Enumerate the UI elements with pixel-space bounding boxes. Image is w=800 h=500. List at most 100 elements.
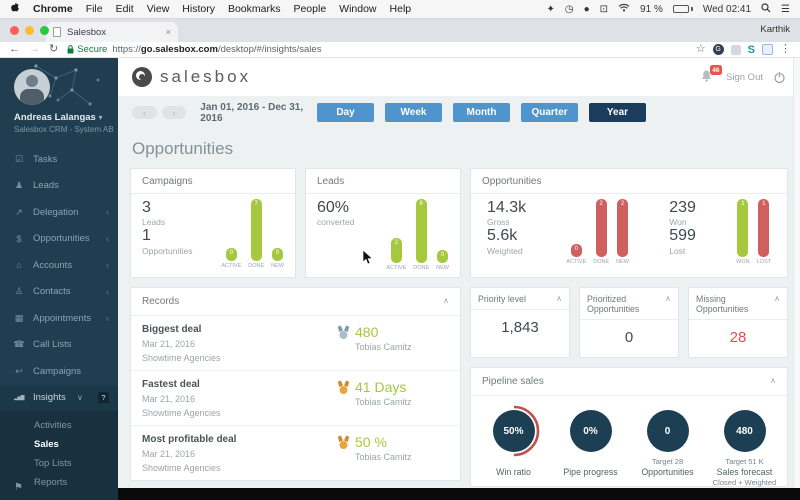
sidebar-subitem-activities[interactable]: Activities	[34, 420, 72, 431]
power-icon[interactable]	[773, 71, 786, 84]
sidebar-item-opportunities[interactable]: $ Opportunities ‹	[0, 226, 118, 253]
leads-converted-label: converted	[317, 217, 355, 228]
bar-new: 0	[437, 250, 449, 263]
bar-new: 2	[617, 199, 629, 257]
menubar-item-help[interactable]: Help	[389, 3, 412, 15]
sidebar-item-call-lists[interactable]: ☎ Call Lists	[13, 339, 72, 351]
browser-tab-salesbox[interactable]: Salesbox ×	[46, 22, 178, 42]
record-row-biggest-deal[interactable]: Biggest deal Mar 21, 2016 Showtime Agenc…	[131, 316, 460, 371]
back-button[interactable]: ←	[9, 43, 20, 55]
opportunities-gross-stats: 14.3k Gross 5.6k Weighted	[487, 199, 526, 265]
apple-menu-icon[interactable]	[10, 2, 20, 16]
period-button-quarter[interactable]: Quarter	[521, 103, 578, 122]
sales-forecast-gauge: 480 Target 51 K Sales forecast Closed + …	[706, 405, 783, 488]
status-dot-icon[interactable]: ●	[583, 3, 590, 15]
menubar-item-edit[interactable]: Edit	[115, 3, 134, 15]
menubar-item-window[interactable]: Window	[339, 3, 377, 15]
user-avatar[interactable]	[14, 69, 50, 105]
collapse-icon[interactable]: ∧	[774, 294, 780, 303]
chrome-menu-icon[interactable]: ⋮	[780, 43, 791, 55]
extension-icon[interactable]	[730, 44, 741, 55]
prioritized-opportunities-card: Prioritized Opportunities ∧ 0	[579, 287, 679, 358]
scrollbar-track[interactable]	[793, 58, 800, 488]
secure-badge[interactable]: Secure	[67, 44, 107, 55]
window-minimize-button[interactable]	[25, 26, 34, 35]
bar-active: 2	[390, 238, 402, 263]
campaigns-opps-label: Opportunities	[142, 245, 193, 256]
record-row-most-profitable-deal[interactable]: Most profitable deal Mar 21, 2016 Showti…	[142, 434, 412, 473]
missing-opportunities-card: Missing Opportunities ∧ 28	[688, 287, 788, 358]
menubar-item-people[interactable]: People	[293, 3, 327, 15]
menubar-item-file[interactable]: File	[85, 3, 103, 15]
notification-center-icon[interactable]: ☰	[781, 3, 790, 15]
screenshot-extension-icon[interactable]	[762, 44, 773, 55]
period-button-year[interactable]: Year	[589, 103, 646, 122]
salesbox-logo[interactable]: salesbox	[132, 67, 251, 87]
opportunities-card-title: Opportunities	[482, 176, 542, 187]
ghostery-extension-icon[interactable]: G	[712, 44, 724, 55]
records-card: Records ∧ Biggest deal Mar 21, 2016 Show…	[130, 287, 461, 481]
record-row-fastest-deal[interactable]: Fastest deal Mar 21, 2016 Showtime Agenc…	[131, 371, 460, 426]
period-button-day[interactable]: Day	[317, 103, 374, 122]
sign-out-button[interactable]: Sign Out	[726, 71, 763, 83]
menubar-item-chrome[interactable]: Chrome	[33, 3, 73, 15]
forward-button[interactable]: →	[29, 43, 40, 55]
date-prev-button[interactable]: ‹	[132, 106, 157, 119]
time-machine-icon[interactable]: ◷	[564, 3, 574, 15]
campaigns-card-title: Campaigns	[142, 176, 193, 187]
sidebar-item-campaigns[interactable]: ↩ Campaigns	[0, 358, 118, 385]
sidebar-item-appointments[interactable]: ▦ Appointments ‹	[14, 312, 109, 324]
spotlight-search-icon[interactable]	[761, 2, 771, 16]
period-button-week[interactable]: Week	[385, 103, 442, 122]
sidebar-settings-icon[interactable]: ⚑	[14, 482, 23, 493]
tab-close-icon[interactable]: ×	[165, 27, 171, 37]
user-organization: Salesbox CRM - System AB	[14, 125, 114, 134]
sidebar-item-tasks[interactable]: ☑ Tasks	[14, 153, 58, 165]
address-bar[interactable]: Secure https://go.salesbox.com/desktop/#…	[67, 44, 687, 55]
bar-done: 8	[415, 199, 427, 263]
lost-label: Lost	[669, 245, 686, 256]
sidebar-item-leads[interactable]: ♟ Leads	[14, 180, 59, 192]
leads-card-title: Leads	[317, 176, 345, 187]
battery-icon[interactable]	[672, 5, 693, 13]
menubar-item-bookmarks[interactable]: Bookmarks	[227, 3, 281, 15]
lock-icon	[67, 45, 74, 54]
sidebar-item-delegation[interactable]: ↗ Delegation ‹	[0, 199, 118, 226]
window-close-button[interactable]	[10, 26, 19, 35]
help-badge[interactable]: ?	[97, 392, 109, 404]
airplay-icon[interactable]: ⊡	[599, 3, 609, 15]
opportunities-icon: $	[16, 233, 22, 244]
dropbox-icon[interactable]: ✦	[546, 3, 555, 15]
window-zoom-button[interactable]	[40, 26, 49, 35]
reload-button[interactable]: ↻	[49, 43, 59, 55]
menubar-clock[interactable]: Wed 02:41	[702, 3, 752, 15]
menubar-item-view[interactable]: View	[146, 3, 170, 15]
sidebar-subitem-top-lists[interactable]: Top Lists	[34, 458, 72, 469]
sidebar-subitem-reports[interactable]: Reports	[34, 477, 68, 488]
chevron-left-icon: ‹	[106, 260, 109, 271]
chrome-profile-name[interactable]: Karthik	[760, 24, 790, 35]
sidebar-subitem-sales[interactable]: Sales	[34, 439, 59, 450]
collapse-icon[interactable]: ∧	[556, 294, 562, 303]
bar-active: 0	[570, 244, 582, 257]
wifi-icon[interactable]	[618, 3, 630, 15]
collapse-icon[interactable]: ∧	[665, 294, 671, 303]
user-menu[interactable]: Andreas Lalangas ▾	[14, 112, 103, 123]
medal-icon	[337, 380, 350, 394]
sidebar-item-insights[interactable]: ▂▅▇ Insights ∨ ?	[0, 384, 118, 411]
contacts-icon: ♙	[14, 286, 24, 297]
notifications-button[interactable]: 46	[700, 65, 723, 85]
leads-bar-chart: 2 ACTIVE 8 DONE 0 NEW	[386, 199, 449, 271]
accounts-icon: ⌂	[16, 260, 22, 271]
period-button-month[interactable]: Month	[453, 103, 510, 122]
collapse-icon[interactable]: ∧	[770, 376, 776, 385]
s-extension-icon[interactable]: S	[747, 43, 755, 56]
opportunities-status-bar-chart: 0 ACTIVE 2 DONE 2 NEW	[566, 199, 629, 265]
collapse-icon[interactable]: ∧	[443, 296, 449, 305]
date-next-button[interactable]: ›	[161, 106, 187, 119]
sidebar-item-accounts[interactable]: ⌂ Accounts ‹	[0, 252, 118, 279]
bookmark-star-icon[interactable]: ☆	[695, 43, 706, 55]
menubar-item-history[interactable]: History	[182, 3, 215, 15]
sidebar-item-contacts[interactable]: ♙ Contacts ‹	[14, 286, 109, 298]
